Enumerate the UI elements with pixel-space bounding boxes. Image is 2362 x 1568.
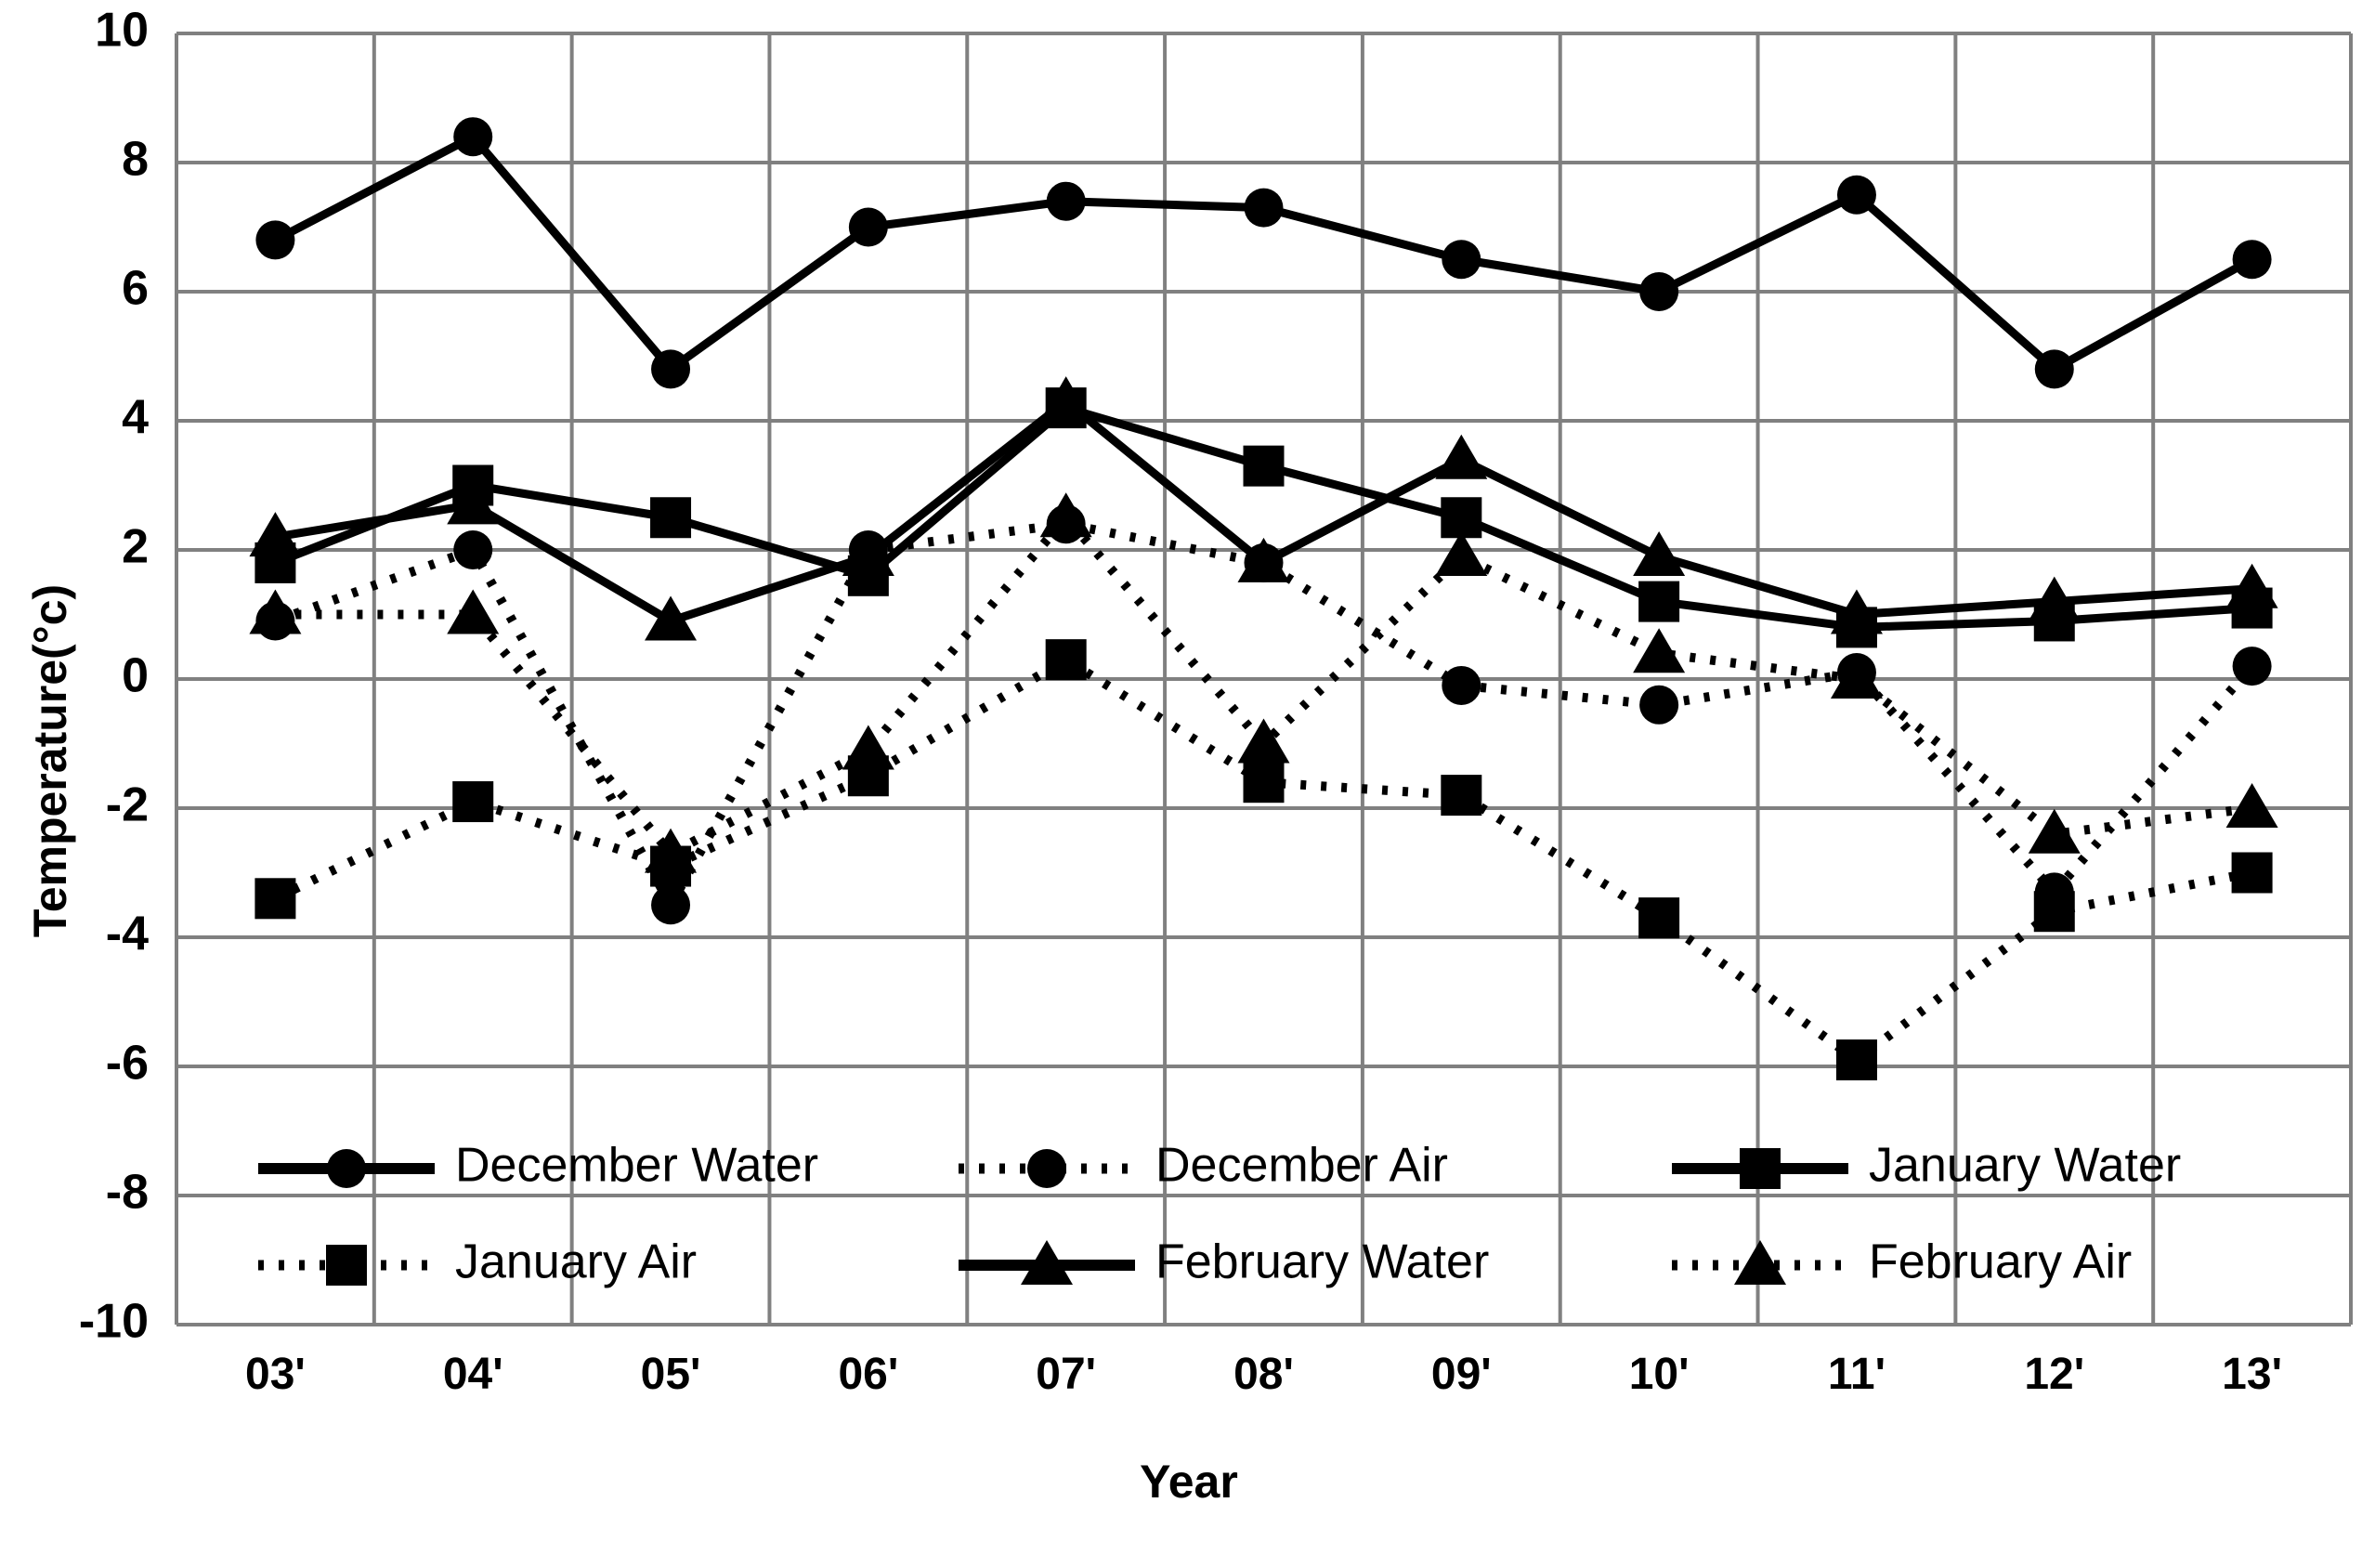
series-december-water-marker-circle [1639,272,1679,311]
legend-item-january-air: January Air [258,1235,697,1289]
x-tick-label: 10' [1629,1350,1690,1399]
x-tick-label: 09' [1431,1350,1492,1399]
y-tick-label: 4 [122,391,149,445]
series-december-air-marker-circle [2232,647,2272,686]
legend-january-water-marker-square [1740,1148,1781,1189]
series-january-air-marker-square [452,781,494,823]
series-december-water-marker-circle [453,117,493,157]
x-tick-label: 08' [1233,1350,1294,1399]
series-february-air-marker-triangle [249,589,302,634]
legend-label: January Air [455,1235,697,1289]
series-december-water-marker-circle [255,220,295,260]
series-december-water-marker-circle [1442,240,1481,280]
x-tick-label: 06' [838,1350,898,1399]
y-tick-label: 10 [95,4,149,58]
series-december-water-marker-circle [1046,181,1086,221]
series-december-water-marker-circle [651,349,691,389]
series-february-water-marker-triangle [645,595,698,641]
series-december-water-marker-circle [1836,175,1876,215]
series-february-water-marker-triangle [1633,530,1686,576]
series-february-water-marker-triangle [249,512,302,557]
series-january-air-marker-square [2231,852,2273,894]
series-january-air-marker-square [1243,762,1285,804]
series-february-water-marker-triangle [2028,576,2081,621]
series-february-water-marker-triangle [1237,537,1290,582]
series-december-water-marker-circle [2034,349,2074,389]
series-january-air-marker-square [1835,1039,1877,1081]
series-february-air-marker-triangle [2225,783,2278,828]
legend-december-water-marker-circle [327,1149,366,1188]
y-tick-label: -2 [106,778,149,832]
legend-item-february-air: February Air [1672,1235,2132,1289]
series-december-water-marker-circle [1244,188,1284,228]
legend-february-air-marker-triangle [1734,1240,1786,1285]
legend-item-february-water: February Water [959,1235,1489,1289]
series-february-water-marker-triangle [842,530,894,576]
series-january-air-marker-square [1441,775,1482,817]
legend-item-december-water: December Water [258,1139,818,1193]
x-axis-title: Year [1140,1456,1238,1508]
series-february-air-marker-triangle [1633,628,1686,673]
series-february-water-marker-triangle [1435,434,1488,479]
series-february-water-marker-triangle [1830,589,1883,634]
legend-label: February Air [1869,1235,2132,1289]
y-tick-label: 2 [122,520,149,574]
series-february-water-marker-triangle [447,479,500,525]
y-tick-label: 6 [122,262,149,316]
series-january-air-marker-square [2033,891,2075,933]
series-december-water-marker-circle [848,207,888,247]
x-tick-label: 07' [1036,1350,1096,1399]
series-december-water-marker-circle [2232,240,2272,280]
series-february-air-marker-triangle [1039,492,1092,538]
legend-label: February Water [1155,1235,1489,1289]
y-tick-label: 0 [122,649,149,703]
legend-january-air-marker-square [326,1245,367,1286]
series-december-air-marker-circle [1442,665,1481,705]
series-february-water-marker-triangle [2225,563,2278,608]
legend-label: January Water [1869,1139,2181,1193]
x-tick-label: 11' [1828,1350,1886,1399]
y-tick-label: -6 [106,1037,149,1091]
legend-label: December Air [1155,1139,1448,1193]
x-tick-label: 12' [2024,1350,2084,1399]
legend-item-december-air: December Air [959,1139,1448,1193]
series-february-air-marker-triangle [2028,808,2081,854]
legend-label: December Water [455,1139,818,1193]
y-tick-label: -8 [106,1166,149,1220]
series-january-air-marker-square [254,878,296,920]
series-january-water-marker-square [1441,497,1482,539]
series-january-water-marker-square [1638,581,1680,622]
series-december-air-marker-circle [1639,685,1679,725]
legend-february-water-marker-triangle [1021,1240,1073,1285]
x-tick-label: 04' [443,1350,503,1399]
series-february-air-marker-triangle [1237,718,1290,764]
series-december-air-marker-circle [651,885,691,925]
series-january-water-marker-square [650,497,692,539]
x-tick-label: 03' [245,1350,306,1399]
legend-item-january-water: January Water [1672,1139,2181,1193]
series-january-air-marker-square [1045,639,1087,681]
y-tick-label: 8 [122,133,149,187]
legend-december-air-marker-circle [1027,1149,1066,1188]
series-february-air-marker-triangle [842,725,894,770]
x-tick-label: 05' [641,1350,701,1399]
series-january-air-marker-square [1638,897,1680,939]
series-february-water-marker-triangle [1039,376,1092,422]
series-february-air-marker-triangle [1830,654,1883,699]
series-january-water-marker-square [1243,445,1285,487]
series-february-air-marker-triangle [1435,530,1488,576]
x-tick-label: 13' [2222,1350,2282,1399]
y-tick-label: -4 [106,908,149,961]
y-tick-label: -10 [79,1295,149,1349]
series-february-air-marker-triangle [447,589,500,634]
series-february-air-marker-triangle [645,828,698,873]
series-december-air-marker-circle [453,530,493,569]
y-axis-title: Temperature(°c) [24,583,76,938]
